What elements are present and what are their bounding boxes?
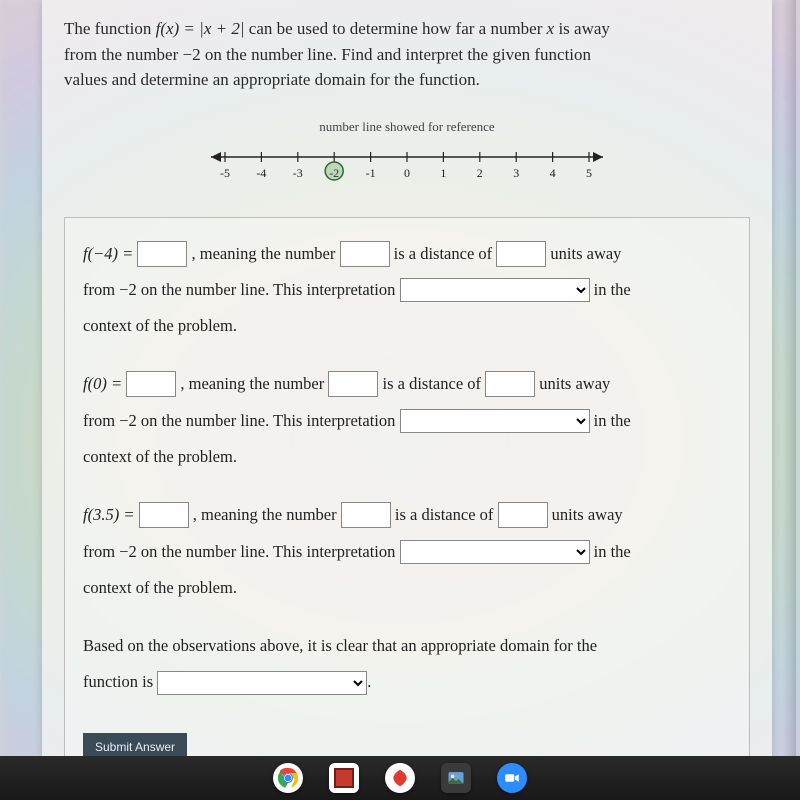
- worksheet-page: The function f(x) = |x + 2| can be used …: [42, 0, 772, 756]
- app-icon[interactable]: [441, 763, 471, 793]
- text: can be used to determine how far a numbe…: [249, 19, 547, 38]
- svg-text:3: 3: [513, 166, 519, 180]
- text: , meaning the number: [180, 374, 324, 393]
- variable-x: x: [547, 19, 555, 38]
- text: from: [83, 411, 119, 430]
- text: on the number line. This interpretation: [141, 280, 395, 299]
- text: function is: [83, 672, 153, 691]
- svg-text:0: 0: [404, 166, 410, 180]
- value-input[interactable]: [139, 502, 189, 528]
- conclusion: Based on the observations above, it is c…: [83, 628, 731, 701]
- interp-row: f(−4) = , meaning the number is a distan…: [83, 236, 731, 345]
- text: in the: [594, 411, 631, 430]
- number-input[interactable]: [340, 241, 390, 267]
- number-input[interactable]: [341, 502, 391, 528]
- distance-input[interactable]: [496, 241, 546, 267]
- svg-text:1: 1: [440, 166, 446, 180]
- app-icon[interactable]: [385, 763, 415, 793]
- text: in the: [594, 542, 631, 561]
- number-input[interactable]: [328, 371, 378, 397]
- svg-text:5: 5: [586, 166, 592, 180]
- text: in the: [594, 280, 631, 299]
- number-line-section: number line showed for reference -5 -4 -3 -…: [64, 119, 750, 191]
- text: , meaning the number: [193, 505, 337, 524]
- text: on the number line. This interpretation: [141, 542, 395, 561]
- zoom-icon[interactable]: [497, 763, 527, 793]
- text: context of the problem.: [83, 578, 237, 597]
- svg-text:4: 4: [550, 166, 556, 180]
- f-of: f(−4) =: [83, 244, 133, 263]
- svg-text:-3: -3: [293, 166, 303, 180]
- distance-input[interactable]: [485, 371, 535, 397]
- text: , meaning the number: [192, 244, 336, 263]
- value-input[interactable]: [126, 371, 176, 397]
- interpretation-select[interactable]: [400, 540, 590, 564]
- text: context of the problem.: [83, 316, 237, 335]
- text: is a distance of: [394, 244, 493, 263]
- interpretation-select[interactable]: [400, 278, 590, 302]
- text: units away: [552, 505, 623, 524]
- number-line-caption: number line showed for reference: [64, 119, 750, 135]
- interpretation-select[interactable]: [400, 409, 590, 433]
- app-icon[interactable]: [329, 763, 359, 793]
- from-value: −2: [119, 280, 137, 299]
- text: on the number line. This interpretation: [141, 411, 395, 430]
- interp-row: f(0) = , meaning the number is a distanc…: [83, 366, 731, 475]
- problem-statement: The function f(x) = |x + 2| can be used …: [64, 16, 750, 93]
- from-value: −2: [119, 411, 137, 430]
- from-value: −2: [119, 542, 137, 561]
- value-input[interactable]: [137, 241, 187, 267]
- answer-area: f(−4) = , meaning the number is a distan…: [64, 217, 750, 780]
- text: context of the problem.: [83, 447, 237, 466]
- submit-button[interactable]: Submit Answer: [83, 733, 187, 758]
- taskbar: [0, 756, 800, 800]
- interp-row: f(3.5) = , meaning the number is a dista…: [83, 497, 731, 606]
- text: Based on the observations above, it is c…: [83, 636, 597, 655]
- chrome-icon[interactable]: [273, 763, 303, 793]
- text: units away: [539, 374, 610, 393]
- number-line: -5-4-3-2-1012345: [197, 141, 617, 187]
- text: values and determine an appropriate doma…: [64, 70, 480, 89]
- text: is away: [558, 19, 609, 38]
- text: from: [83, 542, 119, 561]
- f-of: f(3.5) =: [83, 505, 134, 524]
- svg-text:-1: -1: [366, 166, 376, 180]
- function-def: f(x) = |x + 2|: [156, 19, 245, 38]
- text: The function: [64, 19, 156, 38]
- f-of: f(0) =: [83, 374, 122, 393]
- svg-text:-5: -5: [220, 166, 230, 180]
- text: is a distance of: [383, 374, 482, 393]
- distance-input[interactable]: [498, 502, 548, 528]
- domain-select[interactable]: [157, 671, 367, 695]
- text: units away: [550, 244, 621, 263]
- svg-text:-4: -4: [256, 166, 266, 180]
- text: from the number −2 on the number line. F…: [64, 45, 591, 64]
- text: from: [83, 280, 119, 299]
- svg-text:2: 2: [477, 166, 483, 180]
- text: is a distance of: [395, 505, 494, 524]
